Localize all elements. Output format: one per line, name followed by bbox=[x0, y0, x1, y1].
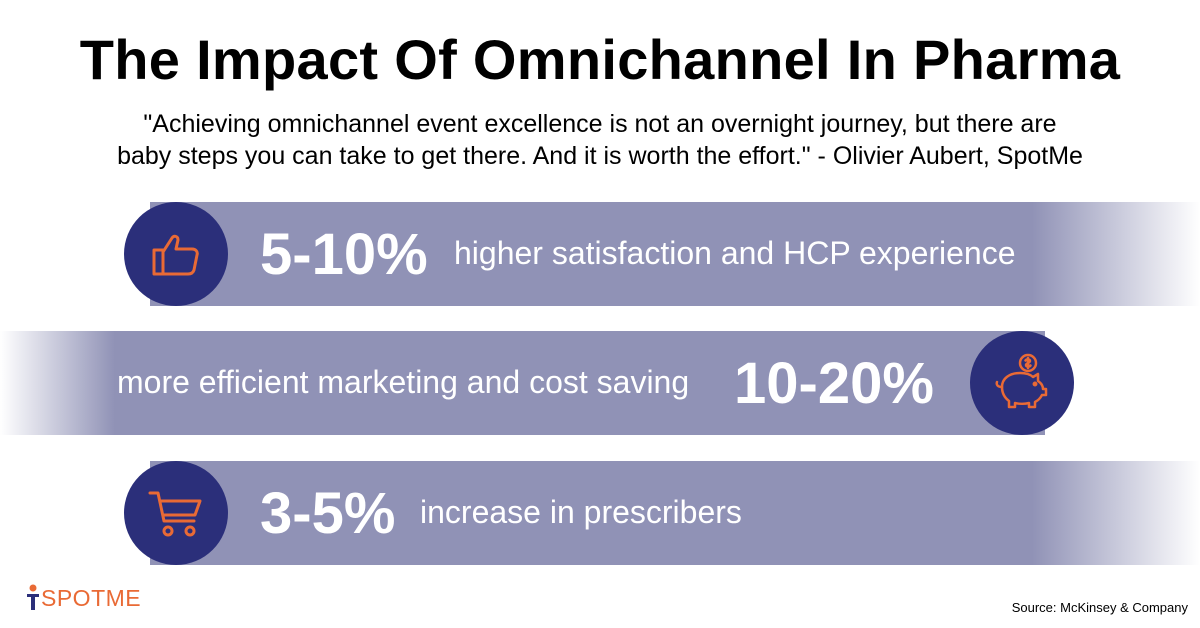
stat-icon-circle-satisfaction bbox=[124, 202, 228, 306]
stat-icon-circle-marketing bbox=[970, 331, 1074, 435]
quote: "Achieving omnichannel event excellence … bbox=[0, 108, 1200, 172]
stat-value-marketing: 10-20% bbox=[734, 351, 934, 416]
quote-line-2: baby steps you can take to get there. An… bbox=[117, 142, 1083, 170]
stat-band-prescribers bbox=[150, 461, 1200, 565]
stat-band-satisfaction bbox=[150, 202, 1200, 306]
stat-description-prescribers: increase in prescribers bbox=[420, 494, 742, 530]
shopping-cart-icon bbox=[148, 491, 202, 537]
stat-icon-circle-prescribers bbox=[124, 461, 228, 565]
logo-text: SPOTME bbox=[41, 585, 142, 611]
person-icon bbox=[27, 584, 39, 610]
thumbs-up-icon bbox=[152, 234, 199, 276]
stat-description-satisfaction: higher satisfaction and HCP experience bbox=[454, 235, 1016, 271]
page-title: The Impact Of Omnichannel In Pharma bbox=[79, 28, 1121, 91]
quote-line-1: "Achieving omnichannel event excellence … bbox=[143, 110, 1057, 138]
stat-value-prescribers: 3-5% bbox=[260, 481, 396, 546]
source-note: Source: McKinsey & Company bbox=[1011, 600, 1188, 615]
stat-value-satisfaction: 5-10% bbox=[260, 222, 428, 287]
stat-band-marketing bbox=[0, 331, 1045, 435]
stat-description-marketing: more efficient marketing and cost saving bbox=[117, 364, 690, 400]
piggy-bank-icon bbox=[995, 353, 1048, 409]
spotme-logo: SPOTME bbox=[25, 584, 141, 612]
